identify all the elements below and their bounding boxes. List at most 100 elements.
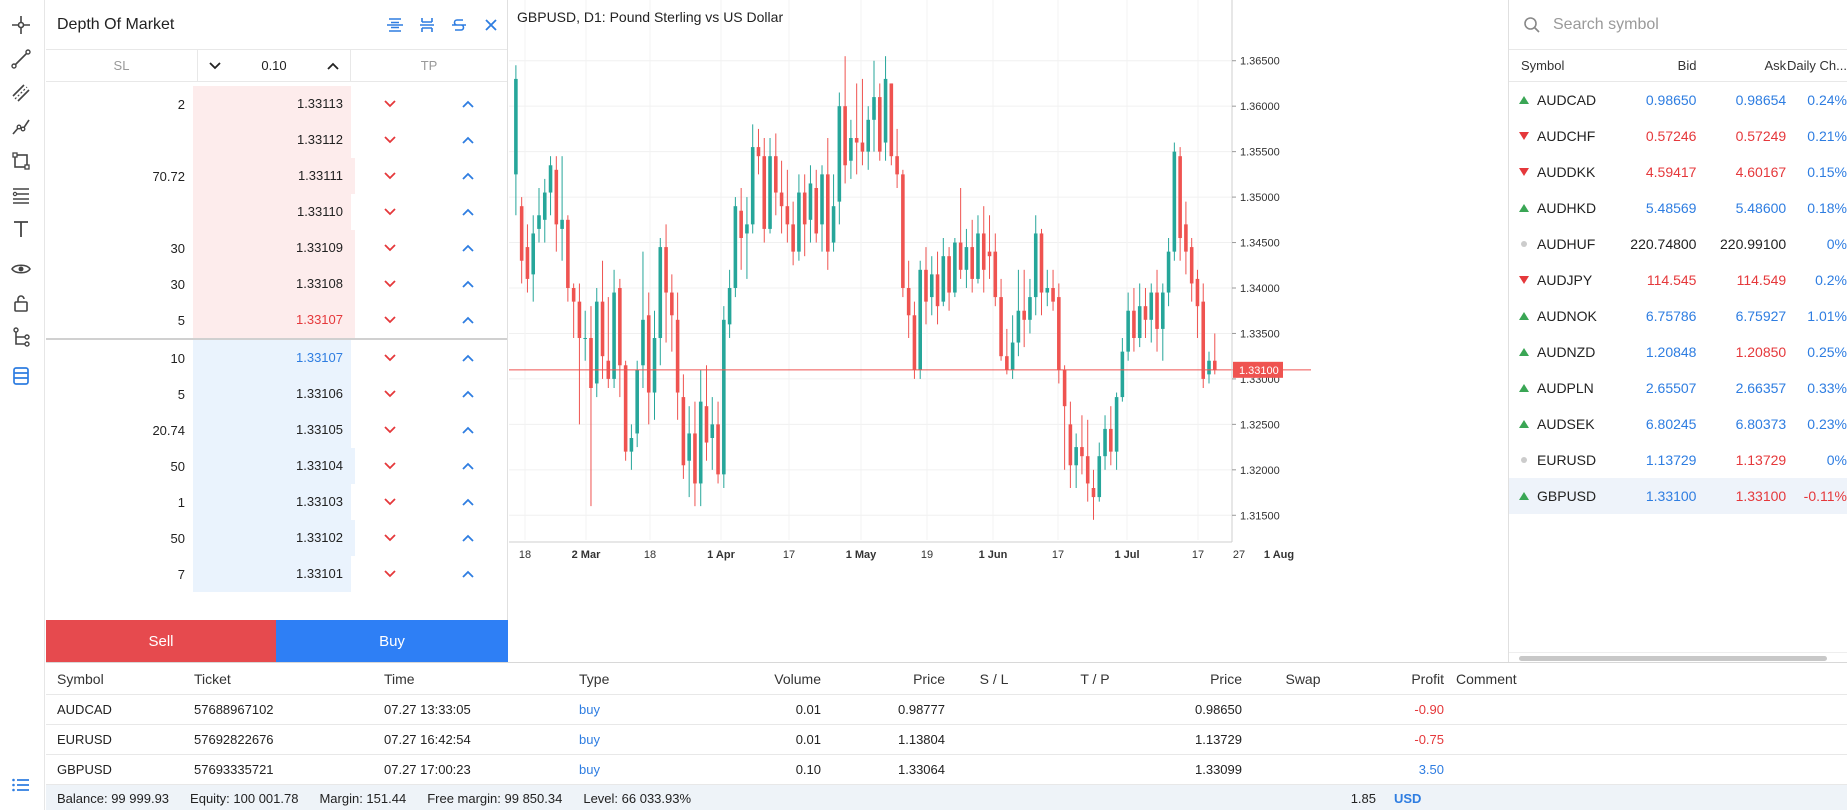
level-price[interactable]: 1.33107 (193, 340, 351, 376)
level-price[interactable]: 1.33110 (193, 194, 351, 230)
level-price[interactable]: 1.33106 (193, 376, 351, 412)
bid-level-row[interactable]: 7 1.33101 (46, 556, 507, 592)
sell-limit-chevron-down-icon[interactable] (378, 308, 402, 332)
fibonacci-icon[interactable] (6, 180, 36, 210)
channel-icon[interactable] (6, 78, 36, 108)
buy-limit-chevron-up-icon[interactable] (456, 236, 480, 260)
buy-limit-chevron-up-icon[interactable] (456, 418, 480, 442)
buy-limit-chevron-up-icon[interactable] (456, 382, 480, 406)
bid-level-row[interactable]: 10 1.33107 (46, 340, 507, 376)
position-type[interactable]: buy (579, 762, 600, 777)
level-price[interactable]: 1.33112 (193, 122, 351, 158)
scrollbar-thumb[interactable] (1519, 656, 1827, 661)
horizontal-scrollbar[interactable] (1509, 652, 1847, 662)
depth-of-market-icon[interactable] (6, 361, 36, 391)
change-column-header[interactable]: Daily Ch... (1787, 58, 1847, 73)
sell-limit-chevron-down-icon[interactable] (378, 164, 402, 188)
ask-level-row[interactable]: 30 1.33108 (46, 266, 507, 302)
header-volume[interactable]: Volume (774, 670, 821, 687)
ask-column-header[interactable]: Ask (1764, 58, 1787, 73)
ask-level-row[interactable]: 70.72 1.33111 (46, 158, 507, 194)
sell-limit-chevron-down-icon[interactable] (378, 454, 402, 478)
level-price[interactable]: 1.33113 (193, 86, 351, 122)
sell-limit-chevron-down-icon[interactable] (378, 490, 402, 514)
price-chart[interactable]: 1.36500 1.36000 1.35500 1.35000 1.34500 1.340… (509, 0, 1508, 662)
sell-limit-chevron-down-icon[interactable] (378, 272, 402, 296)
buy-limit-chevron-up-icon[interactable] (456, 200, 480, 224)
tree-icon[interactable] (6, 322, 36, 352)
buy-limit-chevron-up-icon[interactable] (456, 526, 480, 550)
ask-level-row[interactable]: 1.33112 (46, 122, 507, 158)
level-price[interactable]: 1.33105 (193, 412, 351, 448)
search-input[interactable] (1553, 15, 1813, 34)
sell-limit-chevron-down-icon[interactable] (378, 562, 402, 586)
market-watch-row[interactable]: EURUSD 1.13729 1.13729 0% (1509, 442, 1847, 478)
market-watch-row[interactable]: AUDCHF 0.57246 0.57249 0.21% (1509, 118, 1847, 154)
market-watch-row[interactable]: AUDHUF 220.74800 220.99100 0% (1509, 226, 1847, 262)
header-sl[interactable]: S / L (979, 670, 1009, 687)
crosshair-icon[interactable] (6, 10, 36, 40)
bid-column-header[interactable]: Bid (1677, 58, 1697, 73)
candlestick-chart[interactable]: 1.36500 1.36000 1.35500 1.35000 1.34500 1.340… (509, 0, 1508, 662)
sell-limit-chevron-down-icon[interactable] (378, 92, 402, 116)
spread-icon[interactable] (443, 9, 475, 41)
level-price[interactable]: 1.33109 (193, 230, 351, 266)
bid-level-row[interactable]: 5 1.33106 (46, 376, 507, 412)
sell-limit-chevron-down-icon[interactable] (378, 526, 402, 550)
header-ticket[interactable]: Ticket (194, 670, 231, 687)
buy-limit-chevron-up-icon[interactable] (456, 562, 480, 586)
buy-limit-chevron-up-icon[interactable] (456, 272, 480, 296)
market-watch-row[interactable]: AUDSEK 6.80245 6.80373 0.23% (1509, 406, 1847, 442)
chevron-up-icon[interactable] (322, 55, 344, 77)
level-price[interactable]: 1.33111 (193, 158, 351, 194)
market-watch-row[interactable]: AUDCAD 0.98650 0.98654 0.24% (1509, 82, 1847, 118)
buy-limit-chevron-up-icon[interactable] (456, 490, 480, 514)
header-swap[interactable]: Swap (1285, 670, 1321, 687)
sell-limit-chevron-down-icon[interactable] (378, 236, 402, 260)
ask-level-row[interactable]: 30 1.33109 (46, 230, 507, 266)
close-icon[interactable] (475, 9, 507, 41)
header-time[interactable]: Time (384, 670, 415, 687)
sell-limit-chevron-down-icon[interactable] (378, 418, 402, 442)
sell-button[interactable]: Sell (46, 620, 276, 662)
sell-limit-chevron-down-icon[interactable] (378, 346, 402, 370)
market-watch-row[interactable]: AUDDKK 4.59417 4.60167 0.15% (1509, 154, 1847, 190)
bid-level-row[interactable]: 20.74 1.33105 (46, 412, 507, 448)
sell-limit-chevron-down-icon[interactable] (378, 128, 402, 152)
sell-limit-chevron-down-icon[interactable] (378, 382, 402, 406)
header-profit[interactable]: Profit (1411, 670, 1444, 687)
market-watch-row[interactable]: GBPUSD 1.33100 1.33100 -0.11% (1509, 478, 1847, 514)
buy-limit-chevron-up-icon[interactable] (456, 128, 480, 152)
position-row[interactable]: EURUSD 57692822676 07.27 16:42:54 buy 0.01 1.… (46, 725, 1847, 755)
header-tp[interactable]: T / P (1080, 670, 1110, 687)
market-watch-row[interactable]: AUDPLN 2.65507 2.66357 0.33% (1509, 370, 1847, 406)
position-type[interactable]: buy (579, 732, 600, 747)
collapse-icon[interactable] (411, 9, 443, 41)
position-row[interactable]: GBPUSD 57693335721 07.27 17:00:23 buy 0.10 1.… (46, 755, 1847, 785)
ask-level-row[interactable]: 2 1.33113 (46, 86, 507, 122)
lock-icon[interactable] (6, 288, 36, 318)
header-price[interactable]: Price (913, 670, 945, 687)
position-type[interactable]: buy (579, 702, 600, 717)
sell-limit-chevron-down-icon[interactable] (378, 200, 402, 224)
buy-limit-chevron-up-icon[interactable] (456, 346, 480, 370)
volume-stepper[interactable]: 0.10 (198, 50, 351, 81)
buy-limit-chevron-up-icon[interactable] (456, 164, 480, 188)
buy-limit-chevron-up-icon[interactable] (456, 308, 480, 332)
header-comment[interactable]: Comment (1456, 670, 1517, 687)
bid-level-row[interactable]: 50 1.33102 (46, 520, 507, 556)
level-price[interactable]: 1.33101 (193, 556, 351, 592)
shape-icon[interactable] (6, 146, 36, 176)
center-icon[interactable] (379, 9, 411, 41)
chevron-down-icon[interactable] (204, 55, 226, 77)
trend-line-icon[interactable] (6, 44, 36, 74)
polyline-icon[interactable] (6, 112, 36, 142)
header-type[interactable]: Type (579, 670, 610, 687)
buy-limit-chevron-up-icon[interactable] (456, 92, 480, 116)
bid-level-row[interactable]: 50 1.33104 (46, 448, 507, 484)
bid-level-row[interactable]: 1 1.33103 (46, 484, 507, 520)
buy-button[interactable]: Buy (276, 620, 508, 662)
level-price[interactable]: 1.33102 (193, 520, 351, 556)
market-watch-row[interactable]: AUDNZD 1.20848 1.20850 0.25% (1509, 334, 1847, 370)
position-row[interactable]: AUDCAD 57688967102 07.27 13:33:05 buy 0.01 0.… (46, 695, 1847, 725)
